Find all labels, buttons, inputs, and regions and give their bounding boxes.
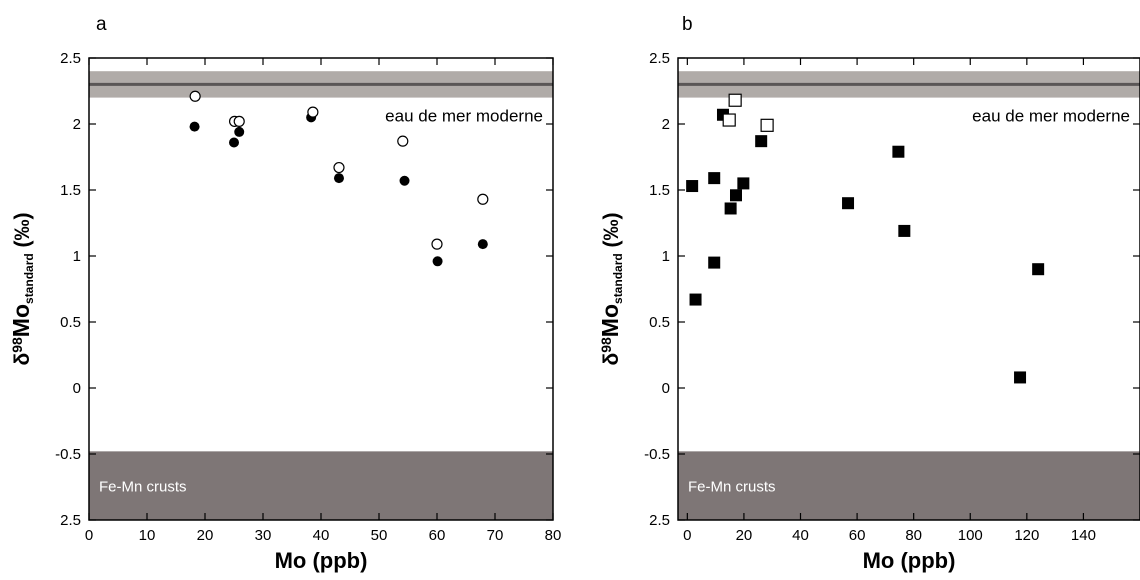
y-axis-label-sub: standard [22, 253, 36, 304]
x-tick-label: 30 [255, 527, 272, 544]
data-point-filled-square [708, 256, 721, 269]
x-tick-label: 20 [197, 527, 214, 544]
x-tick-label: 70 [487, 527, 504, 544]
y-tick-label: 2 [73, 116, 81, 133]
data-point-open-circle [431, 238, 443, 250]
data-point-filled-square [1014, 371, 1027, 384]
data-point-filled-circle [333, 173, 344, 184]
data-point-filled-square [737, 177, 750, 190]
y-tick-label: 0.5 [60, 314, 81, 331]
data-point-filled-circle [432, 256, 443, 267]
data-point-filled-square [842, 197, 855, 210]
data-point-filled-square [755, 135, 768, 148]
data-point-filled-circle [399, 175, 410, 186]
data-point-open-square [722, 113, 736, 127]
crust-band [678, 451, 1140, 520]
plot-frame [88, 57, 554, 521]
x-tick-label: 120 [1014, 527, 1039, 544]
y-axis-label-iso: 98 [9, 337, 25, 353]
data-point-open-square [760, 118, 774, 132]
seawater-band-label: eau de mer moderne [385, 107, 543, 126]
data-point-filled-square [708, 172, 721, 185]
plot-frame [677, 57, 1140, 521]
crust-band-label: Fe-Mn crusts [99, 478, 187, 495]
y-axis-label: δ98Mostandard (‰) [8, 212, 36, 365]
y-tick-label: 2.5 [60, 50, 81, 67]
y-tick-label: 2 [662, 116, 670, 133]
axis-ticks: 0 10 20 30 40 50 60 70 80 2.5 2 1.5 1 0.5 0 -0.5 2.5 [55, 50, 561, 544]
y-axis-label-unit: (‰) [11, 212, 34, 253]
data-point-filled-square [729, 189, 742, 202]
y-axis-label-element: Mo [597, 304, 623, 337]
y-axis-label: δ98Mostandard (‰) [597, 212, 625, 365]
y-tick-label: 1.5 [649, 182, 670, 199]
y-axis-label-delta: δ [11, 353, 34, 366]
y-tick-label: 0 [73, 380, 81, 397]
data-point-filled-circle [477, 239, 488, 250]
y-tick-label: 1.5 [60, 182, 81, 199]
x-tick-label: 50 [371, 527, 388, 544]
x-tick-label: 40 [792, 527, 809, 544]
data-point-open-circle [233, 115, 245, 127]
y-tick-label: 0 [662, 380, 670, 397]
y-tick-label: -0.5 [644, 446, 670, 463]
x-tick-label: 100 [958, 527, 983, 544]
x-tick-label: 0 [683, 527, 691, 544]
y-tick-label: 2.5 [649, 50, 670, 67]
x-tick-label: 80 [905, 527, 922, 544]
data-point-open-circle [189, 90, 201, 102]
data-point-filled-square [689, 293, 702, 306]
y-axis-label-sub: standard [611, 253, 625, 304]
crust-band-label: Fe-Mn crusts [688, 478, 776, 495]
y-axis-label-element: Mo [8, 304, 34, 337]
data-point-open-circle [307, 106, 319, 118]
y-tick-label: 0.5 [649, 314, 670, 331]
x-axis-label: Mo (ppb) [863, 548, 956, 573]
y-axis-label-unit: (‰) [600, 212, 623, 253]
y-tick-label: 2.5 [649, 512, 670, 529]
y-axis-label-iso: 98 [598, 337, 614, 353]
seawater-band-label: eau de mer moderne [972, 107, 1130, 126]
data-point-open-square [728, 93, 742, 107]
x-tick-label: 0 [85, 527, 93, 544]
y-axis-label-delta: δ [600, 353, 623, 366]
x-tick-label: 20 [736, 527, 753, 544]
panel-b: b Fe-Mn crusts eau de mer moderne 0 20 40 6… [597, 14, 1140, 573]
x-tick-label: 60 [429, 527, 446, 544]
crust-band [89, 451, 553, 520]
x-tick-label: 60 [849, 527, 866, 544]
y-tick-label: 1 [73, 248, 81, 265]
x-tick-label: 40 [313, 527, 330, 544]
data-point-filled-square [686, 180, 699, 193]
y-tick-label: 1 [662, 248, 670, 265]
x-axis-label: Mo (ppb) [275, 548, 368, 573]
data-point-open-circle [333, 161, 345, 174]
data-point-open-circle [477, 193, 489, 205]
data-point-filled-square [724, 202, 737, 215]
data-point-filled-square [892, 145, 905, 158]
data-point-filled-square [898, 224, 911, 237]
data-point-filled-circle [234, 126, 245, 137]
data-point-filled-circle [189, 121, 200, 132]
panel-letter-a: a [96, 14, 107, 35]
x-tick-label: 140 [1071, 527, 1096, 544]
data-points [189, 90, 489, 267]
y-tick-label: -0.5 [55, 446, 81, 463]
data-points [686, 93, 1045, 384]
data-point-filled-square [1032, 263, 1045, 276]
panel-letter-b: b [682, 14, 693, 35]
panel-a: a Fe-Mn crusts eau de mer moderne 0 10 20 3… [8, 14, 561, 573]
x-tick-label: 80 [545, 527, 562, 544]
x-tick-label: 10 [139, 527, 156, 544]
data-point-filled-circle [229, 137, 239, 148]
y-tick-label: 2.5 [60, 512, 81, 529]
data-point-open-circle [397, 135, 409, 147]
